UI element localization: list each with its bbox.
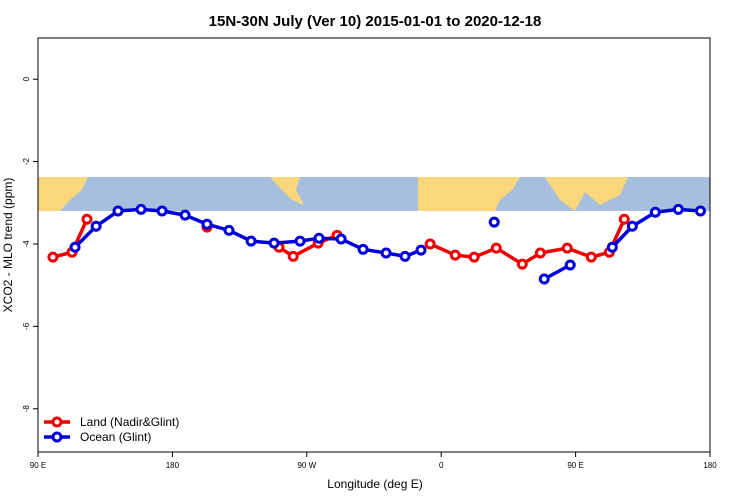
- data-point: [69, 241, 81, 253]
- y-axis-label: XCO2 - MLO trend (ppm): [1, 178, 15, 313]
- data-point: [47, 251, 59, 263]
- data-point: [538, 273, 550, 285]
- data-point: [490, 242, 502, 254]
- y-tick-label: 0: [22, 76, 31, 81]
- data-point: [516, 258, 528, 270]
- x-tick-label: 0: [439, 461, 444, 470]
- legend-label: Ocean (Glint): [80, 430, 151, 444]
- data-point: [449, 249, 461, 261]
- legend-label: Land (Nadir&Glint): [80, 415, 179, 429]
- data-point: [112, 205, 124, 217]
- legend-marker: [51, 431, 63, 443]
- data-point: [287, 250, 299, 262]
- map-band: [38, 177, 710, 211]
- data-point: [626, 220, 638, 232]
- chart-title: 15N-30N July (Ver 10) 2015-01-01 to 2020…: [209, 13, 542, 30]
- data-point: [564, 259, 576, 271]
- data-point: [90, 220, 102, 232]
- data-point: [694, 205, 706, 217]
- x-tick-label: 180: [166, 461, 180, 470]
- data-point: [606, 241, 618, 253]
- data-point: [294, 235, 306, 247]
- x-tick-label: 90 E: [30, 461, 46, 470]
- data-point: [380, 247, 392, 259]
- data-point: [672, 203, 684, 215]
- y-tick-label: -4: [22, 240, 31, 248]
- x-tick-label: 180: [703, 461, 717, 470]
- data-point: [156, 205, 168, 217]
- x-tick-label: 90 E: [567, 461, 583, 470]
- data-point: [415, 244, 427, 256]
- series-line: [73, 207, 701, 281]
- data-point: [618, 213, 630, 225]
- x-tick-label: 90 W: [297, 461, 316, 470]
- legend: Land (Nadir&Glint)Ocean (Glint): [44, 415, 179, 444]
- data-point: [649, 206, 661, 218]
- y-tick-label: -6: [22, 322, 31, 330]
- data-point: [468, 251, 480, 263]
- data-point: [223, 224, 235, 236]
- data-point: [488, 216, 500, 228]
- data-point: [245, 235, 257, 247]
- data-point: [357, 243, 369, 255]
- data-point: [424, 238, 436, 250]
- data-point: [585, 251, 597, 263]
- data-point: [561, 242, 573, 254]
- data-point: [534, 247, 546, 259]
- y-tick-label: -2: [22, 157, 31, 165]
- data-point: [179, 209, 191, 221]
- legend-marker: [51, 416, 63, 428]
- data-point: [268, 237, 280, 249]
- data-point: [313, 232, 325, 244]
- data-point: [201, 218, 213, 230]
- data-point: [81, 213, 93, 225]
- data-point: [135, 203, 147, 215]
- data-point: [399, 250, 411, 262]
- y-tick-label: -8: [22, 405, 31, 413]
- data-point: [335, 233, 347, 245]
- plot-frame: [37, 37, 711, 453]
- x-axis-label: Longitude (deg E): [327, 477, 422, 491]
